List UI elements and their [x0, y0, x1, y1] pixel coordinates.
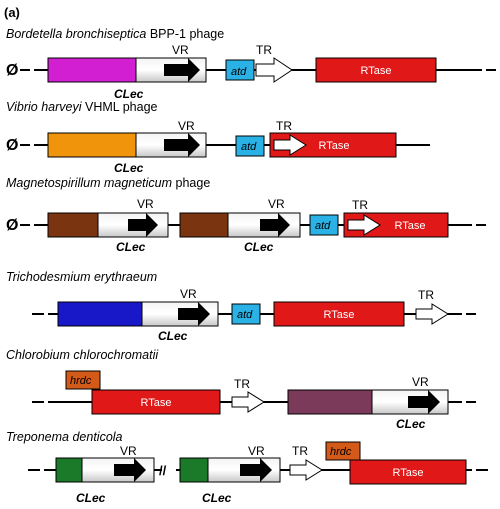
gap-mark: // — [159, 463, 167, 478]
vr-label: VR — [268, 197, 285, 211]
vr-arrow-icon — [134, 458, 146, 482]
organism-title-6: Treponema denticola — [6, 430, 123, 444]
clec-colored-domain — [179, 212, 229, 238]
rtase-gene — [349, 459, 467, 485]
tr-arrow-icon — [289, 459, 323, 481]
vr-arrow-icon — [198, 302, 210, 326]
clec-label: CLec — [76, 491, 106, 505]
rtase-label: RTase — [393, 467, 424, 479]
atd-gene — [231, 303, 261, 325]
row-bordetella: Bordetella bronchiseptica BPP-1 phage Ø … — [6, 27, 496, 101]
vr-region — [114, 464, 136, 476]
atd-gene — [309, 214, 339, 236]
vr-arrow-icon — [278, 213, 290, 237]
clec-colored-domain — [47, 132, 137, 158]
row-vibrio: Vibrio harveyi VHML phage Ø VR CLec atd … — [6, 100, 430, 175]
rtase-label: RTase — [395, 220, 426, 232]
clec-colored-domain — [287, 389, 373, 415]
tr-arrow-icon — [231, 391, 265, 413]
clec-colored-domain — [47, 57, 137, 83]
vr-arrow-icon — [260, 458, 272, 482]
atd-gene — [225, 59, 255, 81]
vr-region — [164, 139, 190, 151]
vr-arrow-icon — [188, 58, 200, 82]
rtase-label: RTase — [319, 140, 350, 152]
rtase-gene — [343, 212, 449, 238]
atd-label: atd — [315, 220, 331, 232]
tr-arrow-icon — [347, 214, 381, 236]
tr-arrow-icon — [273, 134, 307, 156]
vr-label: VR — [412, 375, 429, 389]
vr-label: VR — [120, 444, 137, 458]
clec-colored-domain — [179, 457, 209, 483]
hrdc-label: hrdc — [330, 446, 352, 458]
row-trichodesmium: Trichodesmium erythraeum VR CLec atd RTa… — [6, 270, 476, 343]
clec-colored-domain — [55, 457, 83, 483]
clec-colored-domain — [57, 301, 143, 327]
hrdc-label: hrdc — [70, 375, 92, 387]
vr-label: VR — [248, 444, 265, 458]
vr-arrow-icon — [428, 390, 440, 414]
tr-label: TR — [292, 444, 308, 458]
clec-label: CLec — [244, 240, 274, 254]
vr-label: VR — [178, 119, 195, 133]
panel-label: (a) — [4, 5, 20, 20]
row-magnetospirillum: Magnetospirillum magneticum phage Ø VR C… — [6, 176, 486, 254]
vr-region — [260, 219, 280, 231]
vr-region — [164, 64, 190, 76]
atd-label: atd — [241, 141, 257, 153]
organism-title-3: Magnetospirillum magneticum phage — [6, 176, 210, 190]
row-treponema: Treponema denticola // VR CLec VR CLec T… — [6, 430, 488, 505]
vr-region — [178, 308, 200, 320]
null-symbol: Ø — [6, 217, 18, 234]
organism-title-1: Bordetella bronchiseptica BPP-1 phage — [6, 27, 224, 41]
vr-label: VR — [172, 43, 189, 57]
organism-title-5: Chlorobium chlorochromatii — [6, 348, 159, 362]
null-symbol: Ø — [6, 62, 18, 79]
organism-title-2: Vibrio harveyi VHML phage — [6, 100, 158, 114]
vr-region — [240, 464, 262, 476]
atd-label: atd — [231, 66, 247, 78]
hrdc-gene — [65, 370, 101, 390]
vr-region — [128, 219, 148, 231]
tr-arrow-icon — [255, 57, 293, 83]
tr-label: TR — [418, 288, 434, 302]
vr-label: VR — [180, 287, 197, 301]
vr-region — [408, 396, 430, 408]
rtase-label: RTase — [324, 309, 355, 321]
row-chlorobium: Chlorobium chlorochromatii hrdc RTase TR… — [6, 348, 476, 431]
rtase-label: RTase — [361, 65, 392, 77]
clec-label: CLec — [116, 240, 146, 254]
tr-label: TR — [352, 198, 368, 212]
organism-title-4: Trichodesmium erythraeum — [6, 270, 157, 284]
vr-label: VR — [137, 197, 154, 211]
rtase-label: RTase — [141, 397, 172, 409]
rtase-gene — [315, 57, 437, 83]
vr-arrow-icon — [146, 213, 158, 237]
vr-arrow-icon — [188, 133, 200, 157]
atd-label: atd — [237, 309, 253, 321]
clec-colored-domain — [47, 212, 99, 238]
null-symbol: Ø — [6, 137, 18, 154]
rtase-gene — [273, 301, 405, 327]
clec-label: CLec — [202, 491, 232, 505]
rtase-gene — [91, 389, 221, 415]
clec-label: CLec — [158, 329, 188, 343]
tr-arrow-icon — [415, 303, 449, 325]
tr-label: TR — [256, 43, 272, 57]
clec-label: CLec — [114, 161, 144, 175]
atd-gene — [235, 135, 265, 157]
clec-label: CLec — [396, 417, 426, 431]
tr-label: TR — [234, 377, 250, 391]
tr-label: TR — [276, 119, 292, 133]
hrdc-gene — [325, 441, 361, 461]
clec-label: CLec — [114, 87, 144, 101]
